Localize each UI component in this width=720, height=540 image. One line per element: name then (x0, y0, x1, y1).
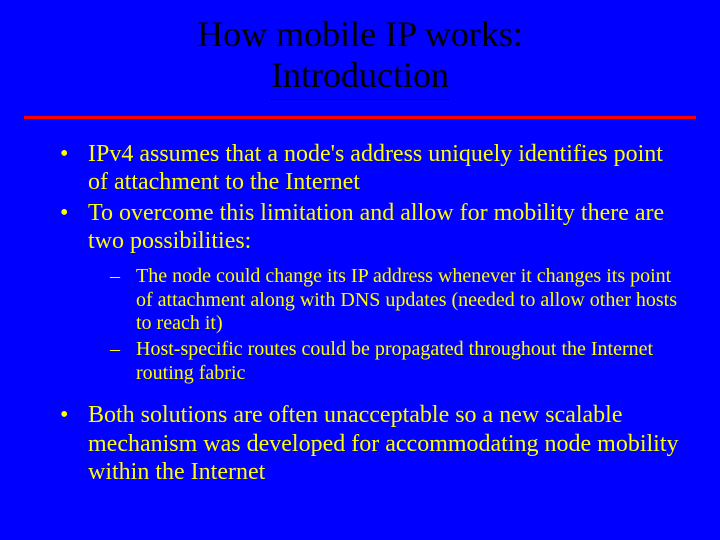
sub-bullet-item: Host-specific routes could be propagated… (108, 338, 680, 385)
bullet-list: IPv4 assumes that a node's address uniqu… (54, 140, 680, 486)
sub-bullet-text: Host-specific routes could be propagated… (136, 338, 653, 384)
bullet-text: IPv4 assumes that a node's address uniqu… (88, 141, 663, 195)
bullet-text: Both solutions are often unacceptable so… (88, 402, 679, 485)
sub-bullet-list: The node could change its IP address whe… (88, 265, 680, 385)
title-line-1: How mobile IP works: (197, 14, 523, 55)
bullet-item: IPv4 assumes that a node's address uniqu… (54, 140, 680, 197)
sub-bullet-text: The node could change its IP address whe… (136, 265, 677, 334)
bullet-text: To overcome this limitation and allow fo… (88, 200, 664, 254)
horizontal-rule (24, 116, 696, 119)
slide-body: IPv4 assumes that a node's address uniqu… (54, 140, 680, 488)
bullet-item: Both solutions are often unacceptable so… (54, 401, 680, 486)
title-line-2: Introduction (271, 55, 449, 99)
sub-bullet-item: The node could change its IP address whe… (108, 265, 680, 336)
bullet-item: To overcome this limitation and allow fo… (54, 199, 680, 386)
slide-title: How mobile IP works: Introduction (0, 0, 720, 100)
slide: How mobile IP works: Introduction IPv4 a… (0, 0, 720, 540)
